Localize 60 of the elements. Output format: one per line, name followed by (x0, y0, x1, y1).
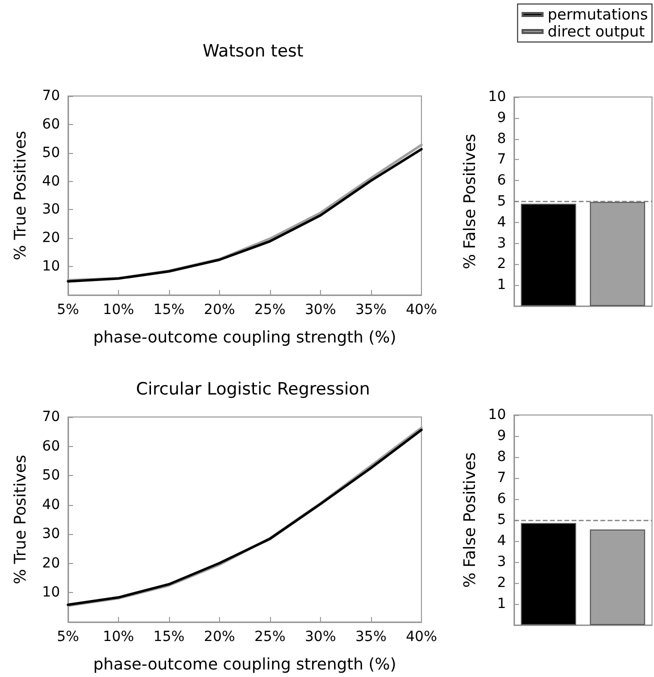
y-tick-label: 2 (497, 256, 506, 272)
x-tick-label: 40% (406, 302, 438, 318)
y-tick-label: 10 (42, 258, 60, 275)
y-tick-label: 5 (497, 512, 506, 528)
y-tick-label: 60 (42, 438, 60, 454)
y-tick-label: 7 (497, 152, 506, 168)
y-tick-label: 60 (42, 116, 60, 132)
y-tick-label: 70 (42, 409, 60, 425)
y-tick-label: 3 (497, 235, 506, 252)
y-axis-title: % False Positives (460, 134, 479, 270)
y-tick-label: 50 (42, 144, 60, 161)
chart-title: Watson test (202, 42, 304, 62)
y-tick-label: 9 (497, 428, 506, 444)
y-tick-label: 30 (42, 526, 60, 542)
y-tick-label: 10 (488, 407, 506, 423)
legend-label: permutations (548, 6, 648, 24)
y-tick-label: 20 (42, 230, 60, 246)
y-tick-label: 9 (497, 110, 506, 126)
y-tick-label: 30 (42, 202, 60, 218)
y-tick-label: 7 (497, 470, 506, 486)
legend-label: direct output (548, 22, 645, 40)
x-tick-label: 25% (254, 302, 286, 318)
y-tick-label: 4 (497, 214, 506, 230)
x-tick-label: 10% (102, 629, 134, 645)
y-axis-title: % False Positives (460, 452, 479, 588)
y-tick-label: 8 (497, 130, 506, 147)
y-tick-label: 2 (497, 575, 506, 591)
y-tick-label: 10 (488, 89, 506, 105)
x-tick-label: 20% (204, 302, 236, 318)
x-tick-label: 30% (304, 302, 336, 318)
y-tick-label: 5 (497, 194, 506, 210)
x-tick-label: 15% (153, 302, 185, 318)
x-tick-label: 15% (153, 629, 185, 645)
x-tick-label: 30% (304, 629, 336, 645)
x-tick-label: 10% (102, 302, 134, 318)
x-tick-label: 35% (355, 302, 387, 318)
x-tick-label: 20% (204, 629, 236, 645)
y-tick-label: 3 (497, 554, 506, 570)
x-tick-label: 40% (406, 629, 438, 645)
y-tick-label: 4 (497, 533, 506, 549)
y-tick-label: 1 (497, 596, 506, 612)
y-axis-title: % True Positives (10, 454, 30, 584)
x-tick-label: 5% (56, 302, 80, 318)
y-tick-label: 40 (42, 496, 60, 513)
x-tick-label: 5% (56, 629, 80, 645)
y-tick-label: 40 (42, 173, 60, 190)
y-tick-label: 50 (42, 468, 60, 484)
y-tick-label: 70 (42, 88, 60, 104)
x-axis-title: phase-outcome coupling strength (%) (93, 654, 396, 674)
x-tick-label: 35% (355, 629, 387, 645)
y-tick-label: 6 (497, 172, 506, 189)
y-tick-label: 20 (42, 555, 60, 572)
y-tick-label: 8 (497, 449, 506, 465)
y-axis-title: % True Positives (10, 130, 30, 260)
x-tick-label: 25% (254, 629, 286, 645)
y-tick-label: 10 (42, 584, 60, 601)
y-tick-label: 1 (497, 277, 506, 294)
x-axis-title: phase-outcome coupling strength (%) (93, 328, 396, 346)
y-tick-label: 6 (497, 491, 506, 507)
chart-title: Circular Logistic Regression (136, 380, 370, 400)
